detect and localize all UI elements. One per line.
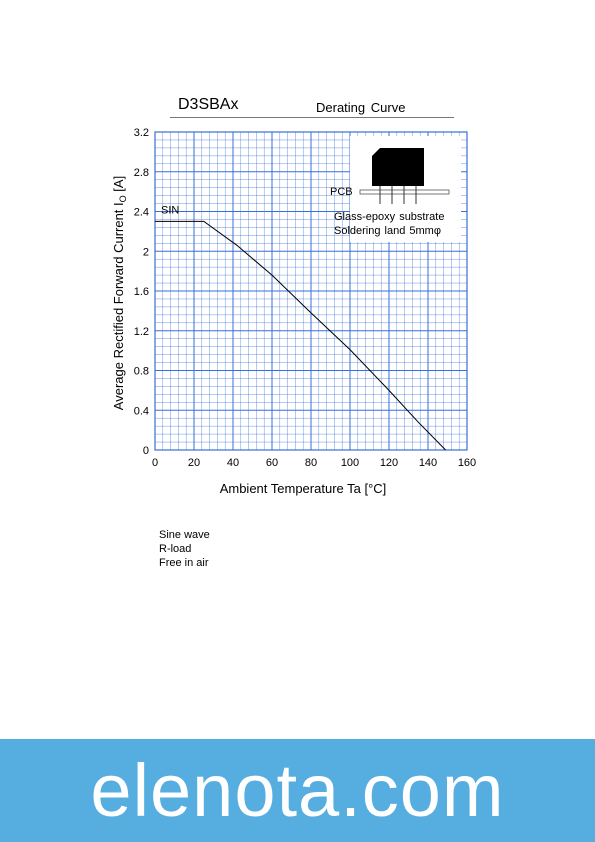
- footer-brand-text: elenota.com: [90, 749, 505, 832]
- x-tick-label: 100: [341, 457, 359, 469]
- y-tick-label: 0: [143, 445, 149, 457]
- pcb-label: PCB: [330, 186, 353, 198]
- y-tick-labels: 0 0.4 0.8 1.2 1.6 2 2.4 2.8 3.2: [134, 127, 149, 457]
- y-tick-label: 2.4: [134, 207, 149, 219]
- y-tick-label: 0.8: [134, 366, 149, 378]
- x-tick-label: 40: [227, 457, 239, 469]
- series-line-sin: [155, 220, 446, 451]
- y-tick-label: 1.6: [134, 286, 149, 298]
- y-axis-label-main: Average Rectified Forward Current I: [111, 202, 126, 410]
- inset-substrate-text: Glass-epoxy substrate: [334, 211, 444, 223]
- x-axis-label: Ambient Temperature Ta [°C]: [220, 481, 387, 496]
- package-inset: PCB Glass-epoxy substrate Soldering land 5…: [330, 136, 461, 242]
- x-tick-label: 80: [305, 457, 317, 469]
- x-tick-label: 120: [380, 457, 398, 469]
- footer-banner: elenota.com: [0, 739, 595, 842]
- part-number-title: D3SBAx: [178, 96, 239, 113]
- y-axis-label-subscript: O: [118, 195, 128, 202]
- x-tick-labels: 0 20 40 60 80 100 120 140 160: [152, 457, 476, 469]
- y-tick-label: 0.4: [134, 405, 149, 417]
- derating-chart: PCB Glass-epoxy substrate Soldering land 5…: [111, 127, 476, 496]
- bridge-package-icon: [372, 148, 424, 186]
- y-tick-label: 1.2: [134, 326, 149, 338]
- x-tick-label: 20: [188, 457, 200, 469]
- conditions-notes: Sine wave R-load Free in air: [159, 528, 210, 570]
- inset-soldering-text: Soldering land 5mmφ: [334, 225, 441, 237]
- y-axis-label: Average Rectified Forward Current IO [A]: [111, 176, 128, 410]
- title-rule: [170, 117, 454, 118]
- note-r-load: R-load: [159, 543, 192, 555]
- y-tick-label: 2.8: [134, 167, 149, 179]
- chart-subtitle: Derating Curve: [316, 100, 406, 115]
- x-tick-label: 60: [266, 457, 278, 469]
- grid-major: [155, 132, 467, 450]
- y-tick-label: 3.2: [134, 127, 149, 139]
- y-axis-label-unit: [A]: [111, 176, 126, 196]
- series-label: SIN: [161, 204, 179, 216]
- x-tick-label: 160: [458, 457, 476, 469]
- x-tick-label: 0: [152, 457, 158, 469]
- plot-frame: [154, 131, 468, 451]
- note-sine-wave: Sine wave: [159, 529, 210, 541]
- note-free-in-air: Free in air: [159, 557, 209, 569]
- y-tick-label: 2: [143, 246, 149, 258]
- x-tick-label: 140: [419, 457, 437, 469]
- series-layer: SIN: [155, 204, 446, 451]
